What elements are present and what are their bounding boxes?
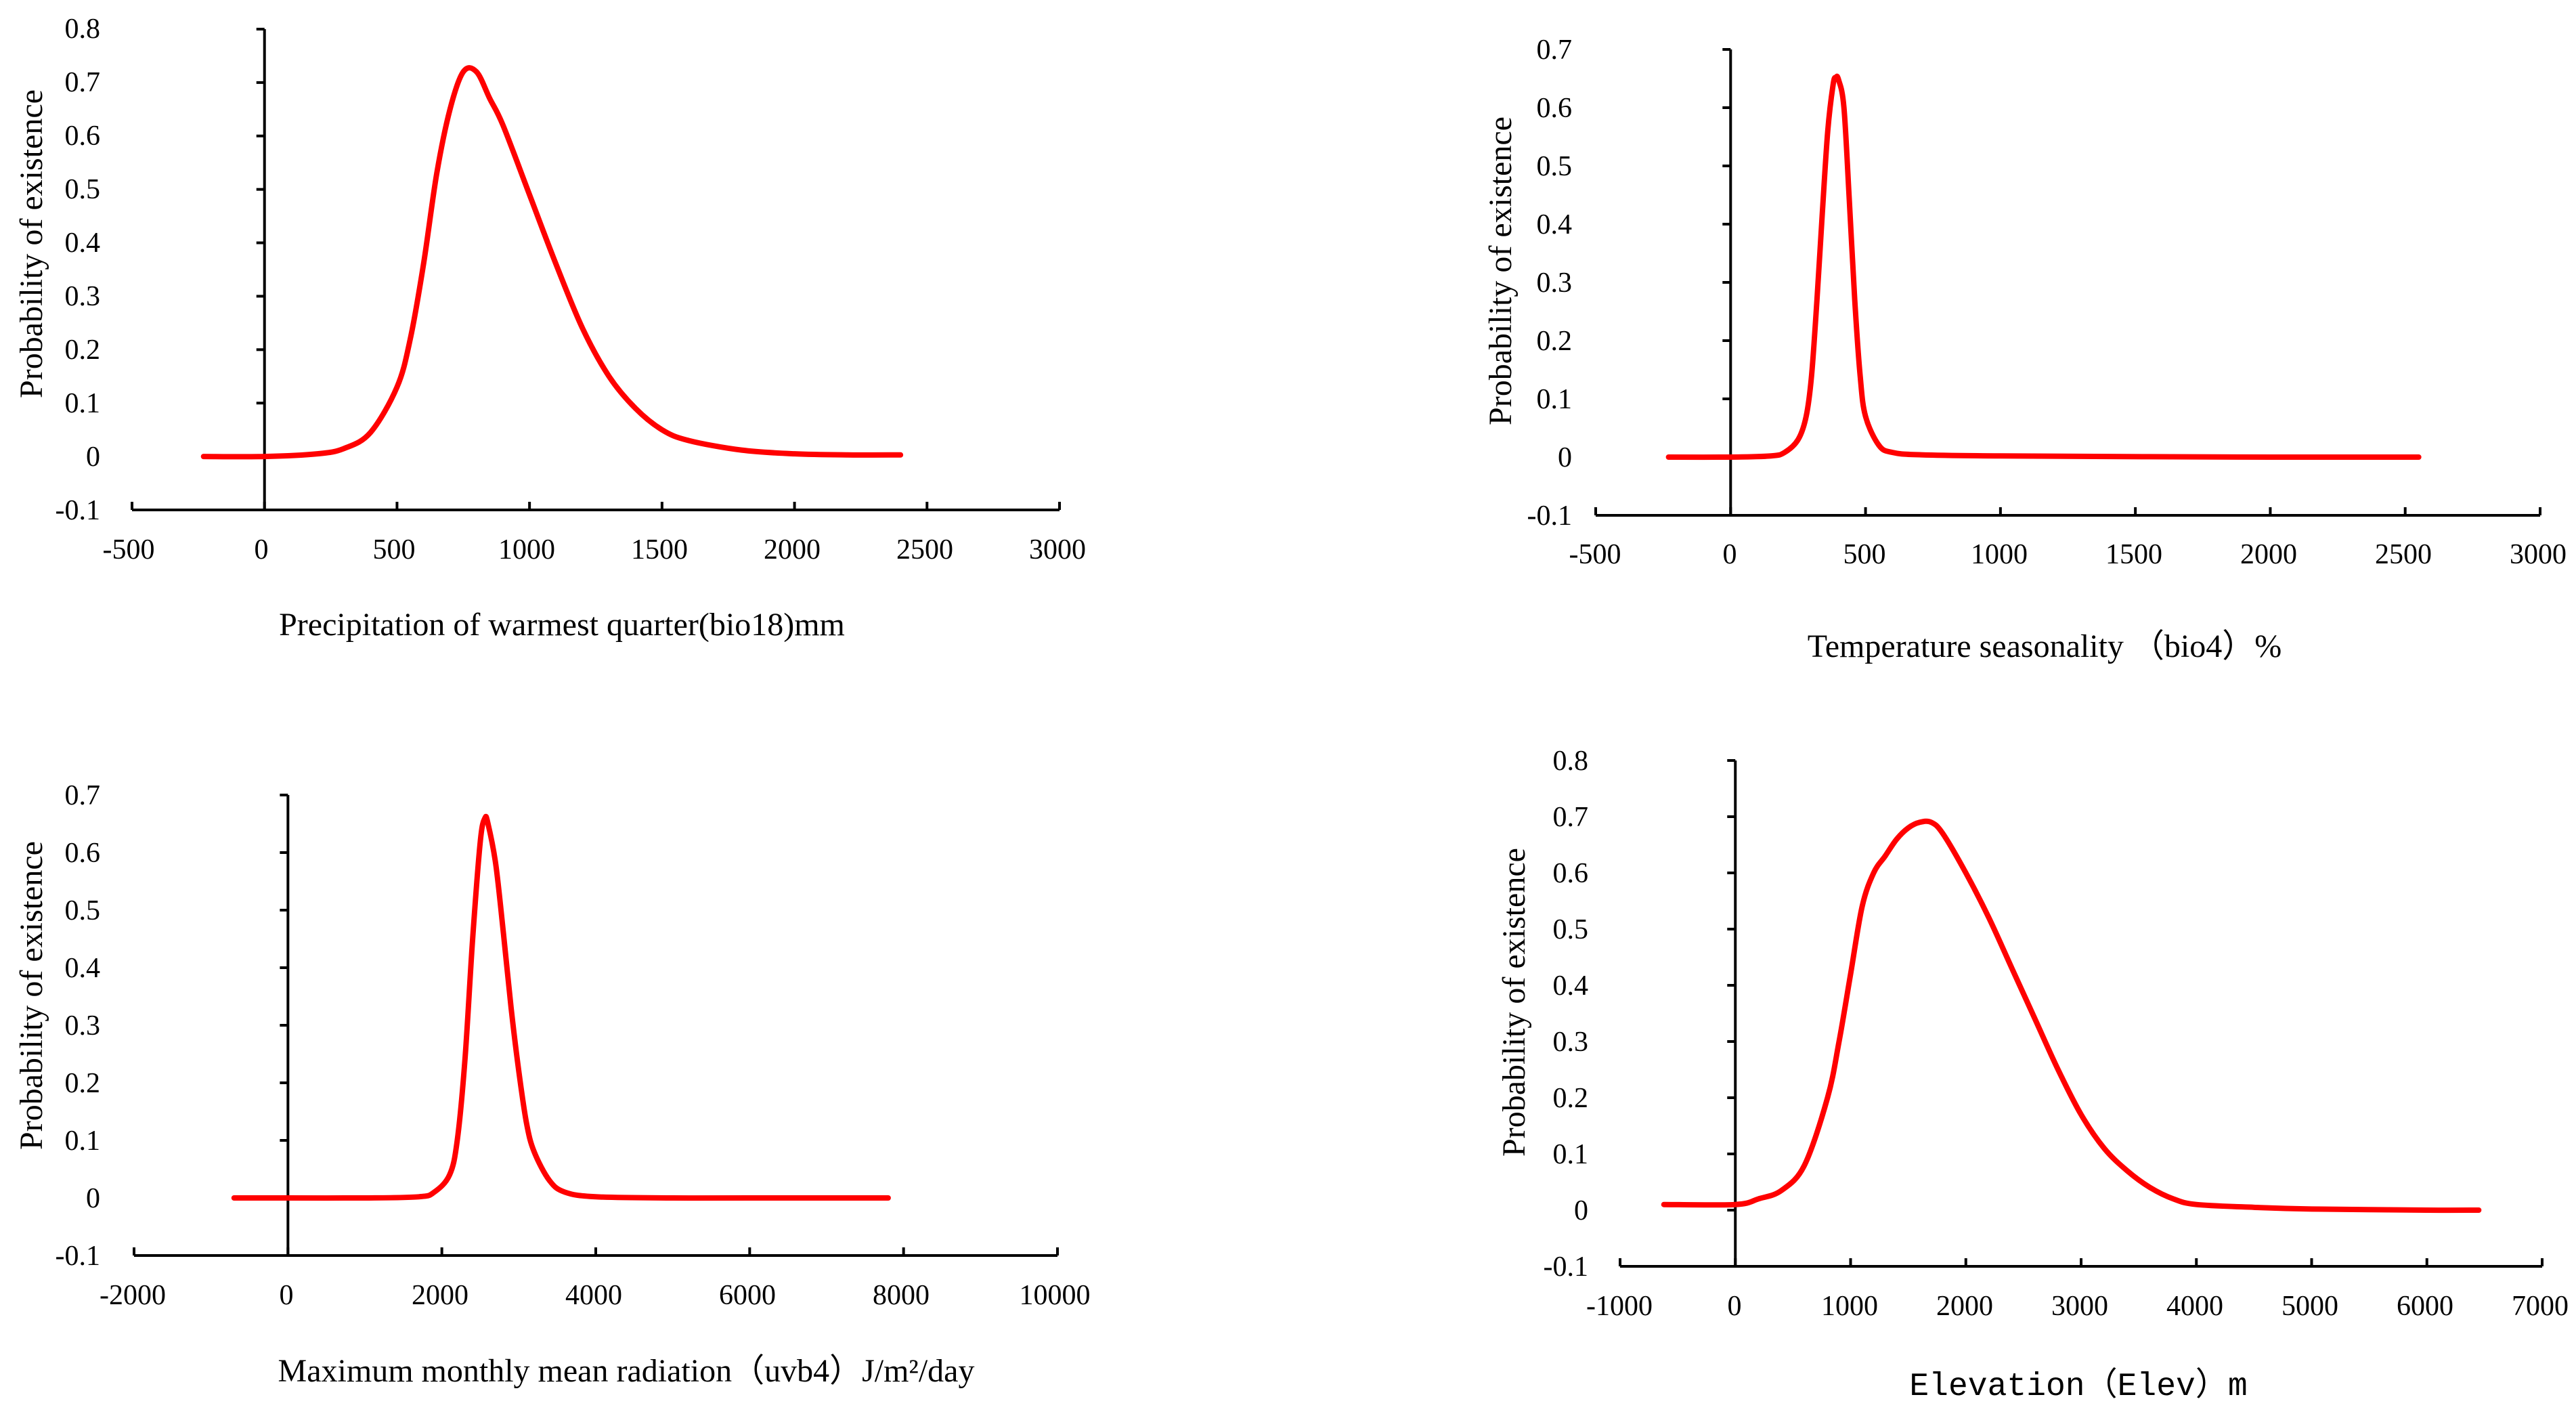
series-line-response bbox=[1665, 73, 2422, 460]
y-tick-label: 0.4 bbox=[1537, 209, 1573, 240]
y-tick-label: 0.7 bbox=[1553, 802, 1589, 833]
x-tick-label: 500 bbox=[373, 534, 416, 565]
x-axis-title: Precipitation of warmest quarter(bio18)m… bbox=[279, 607, 845, 643]
y-tick-label: -0.1 bbox=[1544, 1251, 1589, 1283]
y-tick-label: 0.6 bbox=[1553, 858, 1589, 889]
x-tick-label: 7000 bbox=[2512, 1291, 2569, 1322]
y-tick-labels: -0.1 0 0.1 0.2 0.3 0.4 0.5 0.6 0.7 0.8 bbox=[56, 14, 101, 526]
y-tick-label: 0.1 bbox=[1537, 384, 1573, 415]
y-tick-label: 0.6 bbox=[65, 121, 101, 152]
y-tick-label: 0 bbox=[86, 1183, 100, 1214]
x-tick-label: 0 bbox=[1723, 539, 1737, 570]
chart-precipitation-bio18: -0.1 0 0.1 0.2 0.3 0.4 0.5 0.6 0.7 0.8 -… bbox=[14, 14, 1086, 643]
x-tick-label: 500 bbox=[1843, 539, 1886, 570]
y-tick-label: 0.2 bbox=[65, 1068, 101, 1099]
x-tick-label: 6000 bbox=[2397, 1291, 2453, 1322]
y-tick-label: 0.1 bbox=[65, 1125, 101, 1157]
y-axis-title: Probability of existence bbox=[14, 89, 49, 398]
chart-radiation-uvb4: -0.1 0 0.1 0.2 0.3 0.4 0.5 0.6 0.7 -2000… bbox=[14, 780, 1091, 1389]
series-line-response bbox=[231, 813, 891, 1201]
y-tick-label: 0.7 bbox=[1537, 35, 1573, 66]
y-tick-label: -0.1 bbox=[1527, 500, 1573, 532]
x-axis-title: Elevation（Elev）m bbox=[1909, 1367, 2247, 1405]
x-tick-label: 2000 bbox=[764, 534, 821, 565]
y-tick-label: 0.5 bbox=[1553, 914, 1589, 945]
x-tick-label: 3000 bbox=[1029, 534, 1086, 565]
y-tick-labels: -0.1 0 0.1 0.2 0.3 0.4 0.5 0.6 0.7 bbox=[1527, 35, 1573, 532]
y-tick-label: 0 bbox=[86, 442, 100, 473]
chart-elevation: -0.1 0 0.1 0.2 0.3 0.4 0.5 0.6 0.7 0.8 -… bbox=[1496, 746, 2569, 1405]
series-line-response bbox=[200, 65, 904, 460]
x-tick-label: 8000 bbox=[873, 1280, 930, 1311]
x-tick-labels: -500 0 500 1000 1500 2000 2500 3000 bbox=[103, 534, 1087, 565]
y-tick-label: 0.4 bbox=[1553, 970, 1589, 1002]
x-tick-labels: -1000 0 1000 2000 3000 4000 5000 6000 70… bbox=[1586, 1291, 2569, 1322]
x-tick-labels: -2000 0 2000 4000 6000 8000 10000 bbox=[100, 1280, 1091, 1311]
y-tick-label: 0.5 bbox=[65, 174, 101, 205]
y-tick-label: 0.6 bbox=[65, 838, 101, 869]
x-tick-label: 0 bbox=[255, 534, 269, 565]
y-tick-label: 0.3 bbox=[1537, 267, 1573, 299]
y-tick-label: 0.2 bbox=[65, 335, 101, 366]
y-tick-label: 0.3 bbox=[1553, 1027, 1589, 1058]
y-tick-label: 0.5 bbox=[1537, 151, 1573, 182]
x-tick-label: 2000 bbox=[1936, 1291, 1993, 1322]
y-axis-title: Probability of existence bbox=[1496, 848, 1532, 1157]
x-tick-label: -1000 bbox=[1586, 1291, 1653, 1322]
x-tick-label: 2500 bbox=[896, 534, 953, 565]
y-tick-label: 0.4 bbox=[65, 228, 101, 259]
y-tick-label: 0.8 bbox=[65, 14, 101, 45]
x-tick-label: 1500 bbox=[631, 534, 688, 565]
y-tick-labels: -0.1 0 0.1 0.2 0.3 0.4 0.5 0.6 0.7 bbox=[56, 780, 101, 1272]
series-line-response bbox=[1661, 818, 2482, 1214]
x-tick-labels: -500 0 500 1000 1500 2000 2500 3000 bbox=[1569, 539, 2567, 570]
x-tick-label: 6000 bbox=[719, 1280, 776, 1311]
y-tick-label: 0.2 bbox=[1537, 326, 1573, 357]
x-axis-title: Temperature seasonality （bio4）% bbox=[1808, 628, 2282, 664]
y-tick-label: 0.2 bbox=[1553, 1083, 1589, 1114]
y-tick-label: -0.1 bbox=[56, 495, 101, 526]
y-tick-label: 0.7 bbox=[65, 67, 101, 98]
y-tick-label: 0.1 bbox=[65, 388, 101, 419]
y-tick-label: 0.3 bbox=[65, 1010, 101, 1042]
x-tick-label: 2500 bbox=[2375, 539, 2432, 570]
y-axis-title: Probability of existence bbox=[14, 841, 49, 1150]
x-tick-label: 10000 bbox=[1020, 1280, 1091, 1311]
x-tick-label: 4000 bbox=[565, 1280, 622, 1311]
x-tick-label: 1000 bbox=[1971, 539, 2028, 570]
x-tick-label: 0 bbox=[280, 1280, 294, 1311]
y-tick-label: 0.3 bbox=[65, 281, 101, 312]
x-tick-label: -500 bbox=[1569, 539, 1621, 570]
x-tick-label: 1000 bbox=[498, 534, 555, 565]
x-tick-label: 0 bbox=[1728, 1291, 1742, 1322]
y-tick-label: 0 bbox=[1574, 1195, 1588, 1226]
y-axis-title: Probability of existence bbox=[1483, 116, 1519, 425]
x-tick-label: 2000 bbox=[2240, 539, 2297, 570]
y-tick-label: 0.8 bbox=[1553, 746, 1589, 777]
x-tick-label: 3000 bbox=[2510, 539, 2567, 570]
y-tick-label: 0.6 bbox=[1537, 93, 1573, 124]
y-tick-labels: -0.1 0 0.1 0.2 0.3 0.4 0.5 0.6 0.7 0.8 bbox=[1544, 746, 1589, 1283]
x-tick-label: 1500 bbox=[2105, 539, 2162, 570]
x-tick-label: 3000 bbox=[2051, 1291, 2108, 1322]
x-axis-title: Maximum monthly mean radiation（uvb4）J/m²… bbox=[278, 1353, 975, 1389]
x-tick-label: 5000 bbox=[2282, 1291, 2338, 1322]
y-tick-label: 0.5 bbox=[65, 895, 101, 926]
y-tick-label: -0.1 bbox=[56, 1241, 101, 1272]
x-tick-label: -2000 bbox=[100, 1280, 166, 1311]
x-tick-label: 1000 bbox=[1821, 1291, 1878, 1322]
y-tick-label: 0.4 bbox=[65, 953, 101, 984]
x-tick-label: 2000 bbox=[412, 1280, 468, 1311]
chart-temperature-seasonality-bio4: -0.1 0 0.1 0.2 0.3 0.4 0.5 0.6 0.7 -500 … bbox=[1483, 35, 2567, 664]
y-tick-label: 0 bbox=[1558, 442, 1572, 473]
x-tick-label: 4000 bbox=[2166, 1291, 2223, 1322]
y-tick-label: 0.7 bbox=[65, 780, 101, 811]
x-tick-label: -500 bbox=[103, 534, 155, 565]
y-tick-label: 0.1 bbox=[1553, 1139, 1589, 1170]
